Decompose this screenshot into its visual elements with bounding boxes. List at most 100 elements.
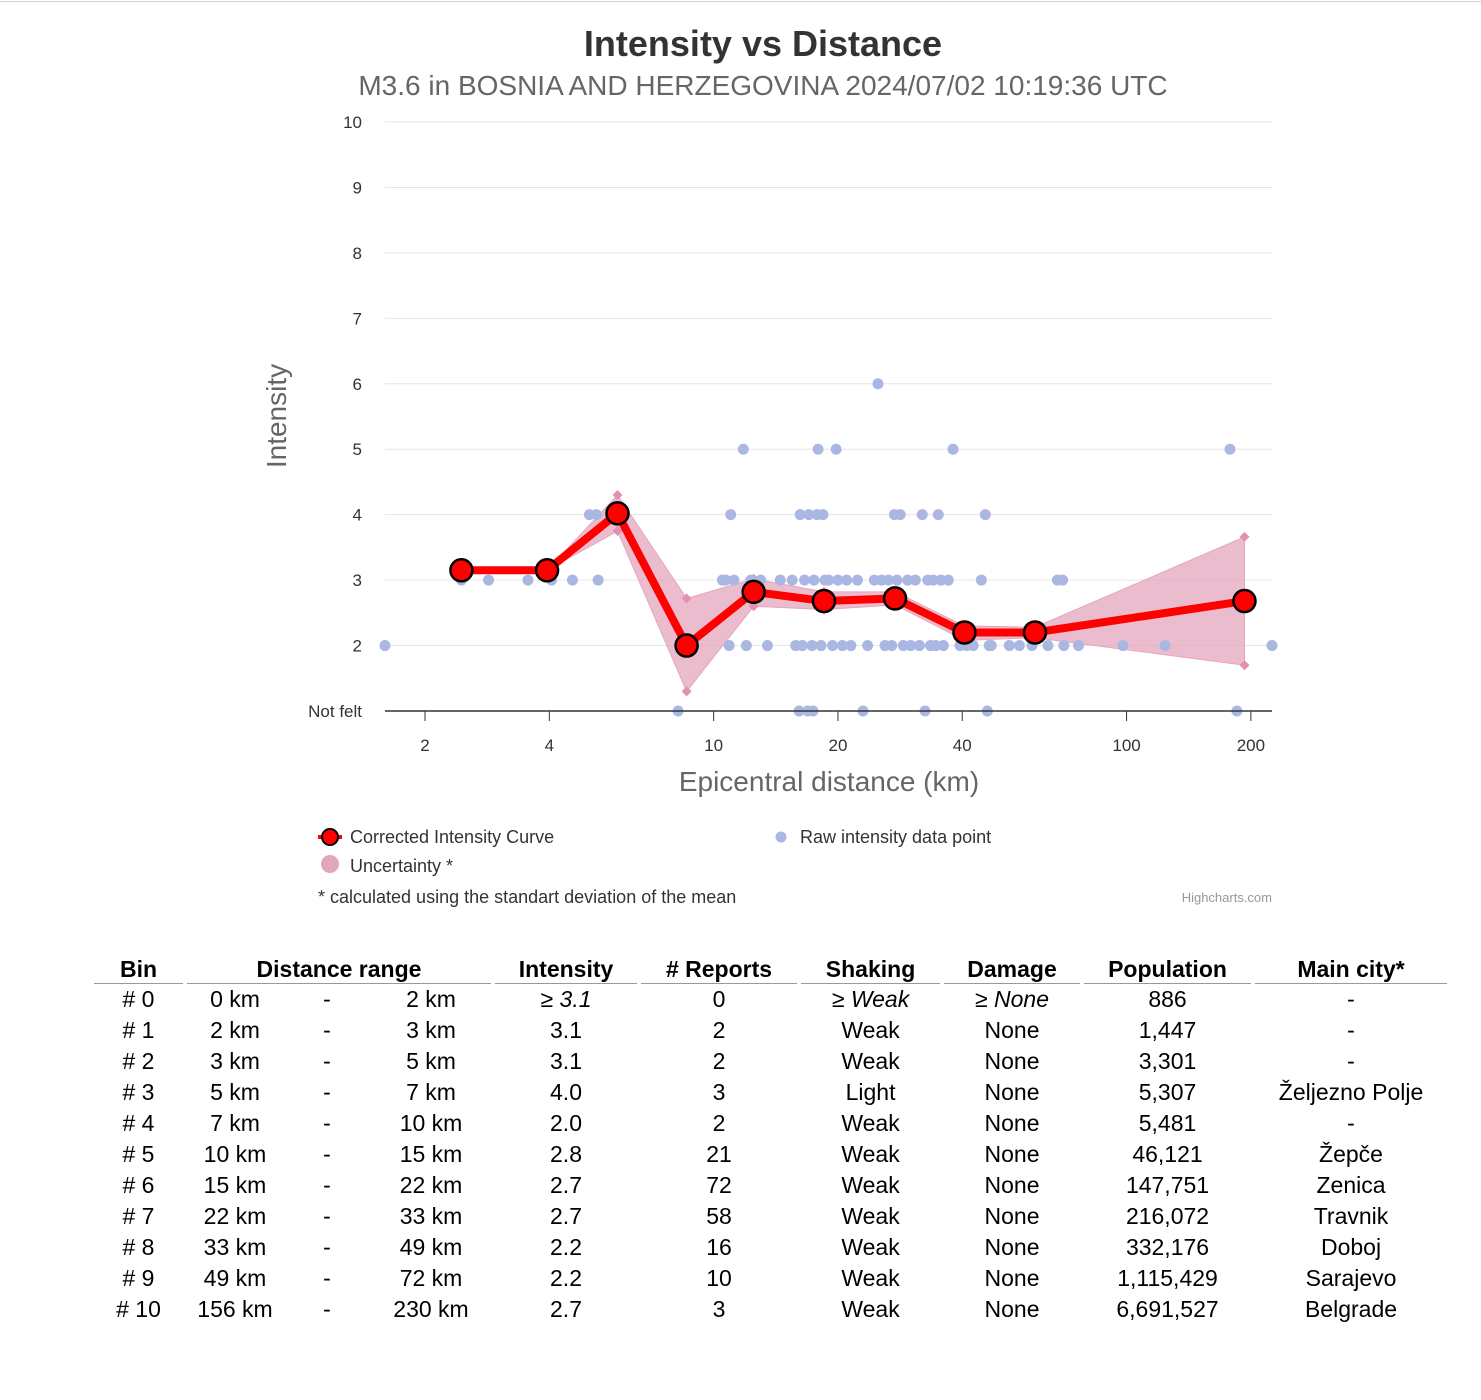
raw-data-point (592, 574, 604, 586)
uncertainty-marker (681, 593, 692, 604)
distance-separator: - (323, 1079, 331, 1105)
raw-data-point (916, 509, 928, 521)
x-tick-label: 20 (828, 736, 847, 755)
raw-data-point (975, 574, 987, 586)
reports-cell: 16 (706, 1234, 732, 1260)
x-axis-title: Epicentral distance (km) (679, 766, 979, 797)
chart-subtitle: M3.6 in BOSNIA AND HERZEGOVINA 2024/07/0… (358, 70, 1167, 101)
population-cell: 332,176 (1125, 1234, 1210, 1260)
curve-marker (534, 558, 560, 583)
distance-to-cell: 230 km (393, 1296, 469, 1322)
legend-item-raw[interactable]: Raw intensity data point (775, 827, 992, 847)
uncertainty-marker (612, 526, 623, 537)
damage-cell: None (984, 1079, 1040, 1105)
intensity-cell: ≥ 3.1 (540, 986, 592, 1012)
damage-cell: None (984, 1110, 1040, 1136)
header-reports: # Reports (641, 953, 798, 984)
raw-data-point (1224, 443, 1236, 455)
raw-data-point (1042, 640, 1054, 652)
raw-data-point (832, 574, 844, 586)
raw-data-point (1073, 640, 1085, 652)
distance-separator: - (323, 1172, 331, 1198)
raw-data-point (836, 640, 848, 652)
intensity-cell: 2.2 (550, 1234, 582, 1260)
x-tick-label: 2 (420, 736, 429, 755)
bin-cell: # 7 (122, 1203, 155, 1229)
intensity-cell: 2.7 (550, 1172, 582, 1198)
uncertainty-band (461, 494, 1245, 693)
intensity-cell: 3.1 (550, 1048, 582, 1074)
raw-data-point (845, 640, 857, 652)
raw-data-point (909, 574, 921, 586)
curve-marker (952, 620, 977, 645)
raw-data-point (823, 574, 835, 586)
table-row: # 7 22 km - 33 km 2.7 58 Weak None 216,072 Travni… (94, 1201, 1447, 1232)
raw-points-layer (379, 378, 1278, 717)
main-city-cell: Žepče (1319, 1141, 1383, 1167)
reports-cell: 21 (706, 1141, 732, 1167)
uncertainty-marker (681, 686, 692, 697)
raw-data-point (886, 640, 898, 652)
reports-cell: 0 (712, 986, 726, 1012)
population-cell: 46,121 (1132, 1141, 1203, 1167)
damage-cell: None (984, 1203, 1040, 1229)
y-tick-label: 9 (353, 178, 362, 197)
x-tick-label: 10 (704, 736, 723, 755)
distance-from-cell: 22 km (203, 1203, 267, 1229)
raw-data-point (590, 509, 602, 521)
y-tick-label: 10 (343, 113, 362, 132)
table-row: # 4 7 km - 10 km 2.0 2 Weak None 5,481 - (94, 1108, 1447, 1139)
damage-cell: None (984, 1296, 1040, 1322)
raw-data-point (927, 574, 939, 586)
header-shaking: Shaking (801, 953, 941, 984)
curve-marker (811, 588, 837, 614)
raw-data-point (872, 378, 884, 390)
header-intensity: Intensity (495, 953, 638, 984)
main-city-cell: Željezno Polje (1278, 1079, 1424, 1105)
damage-cell: None (984, 1265, 1040, 1291)
reports-cell: 58 (706, 1203, 732, 1229)
raw-data-point (882, 574, 894, 586)
y-axis-title: Intensity (261, 364, 292, 468)
bin-cell: # 4 (122, 1110, 155, 1136)
credits-link[interactable]: Highcharts.com (1182, 890, 1272, 905)
distance-separator: - (323, 1017, 331, 1043)
top-divider (0, 1, 1481, 2)
raw-data-point (1057, 574, 1069, 586)
main-city-cell: Zenica (1316, 1172, 1386, 1198)
shaking-cell: Weak (841, 1296, 900, 1322)
legend-curve-label: Corrected Intensity Curve (350, 827, 554, 847)
main-city-cell: - (1347, 1048, 1355, 1074)
raw-data-point (894, 509, 906, 521)
legend-item-curve[interactable]: Corrected Intensity Curve (318, 827, 554, 847)
y-tick-label: 5 (353, 440, 362, 459)
legend-raw-marker (775, 831, 787, 843)
main-city-cell: Belgrade (1304, 1296, 1398, 1322)
legend: Corrected Intensity Curve Uncertainty * … (318, 827, 991, 907)
distance-to-cell: 72 km (399, 1265, 463, 1291)
table-row: # 5 10 km - 15 km 2.8 21 Weak None 46,121 Žepče (94, 1139, 1447, 1170)
distance-to-cell: 49 km (399, 1234, 463, 1260)
x-tick-label: 40 (953, 736, 972, 755)
raw-data-point (1058, 640, 1070, 652)
distance-from-cell: 2 km (210, 1017, 260, 1043)
distance-separator: - (323, 1203, 331, 1229)
damage-cell: None (984, 1048, 1040, 1074)
distance-separator: - (323, 1296, 331, 1322)
raw-data-point (817, 509, 829, 521)
raw-data-point (826, 640, 838, 652)
raw-data-point (803, 509, 815, 521)
raw-data-point (841, 574, 853, 586)
y-tick-label: 7 (353, 309, 362, 328)
shaking-cell: Weak (841, 1172, 900, 1198)
bin-cell: # 3 (122, 1079, 155, 1105)
raw-data-point (566, 574, 578, 586)
uncertainty-marker (1239, 531, 1250, 542)
distance-separator: - (323, 1048, 331, 1074)
distance-to-cell: 33 km (399, 1203, 463, 1229)
legend-item-uncertainty[interactable]: Uncertainty * (321, 855, 453, 876)
distance-separator: - (323, 1110, 331, 1136)
bin-cell: # 6 (122, 1172, 155, 1198)
raw-data-point (794, 509, 806, 521)
distance-separator: - (323, 1265, 331, 1291)
